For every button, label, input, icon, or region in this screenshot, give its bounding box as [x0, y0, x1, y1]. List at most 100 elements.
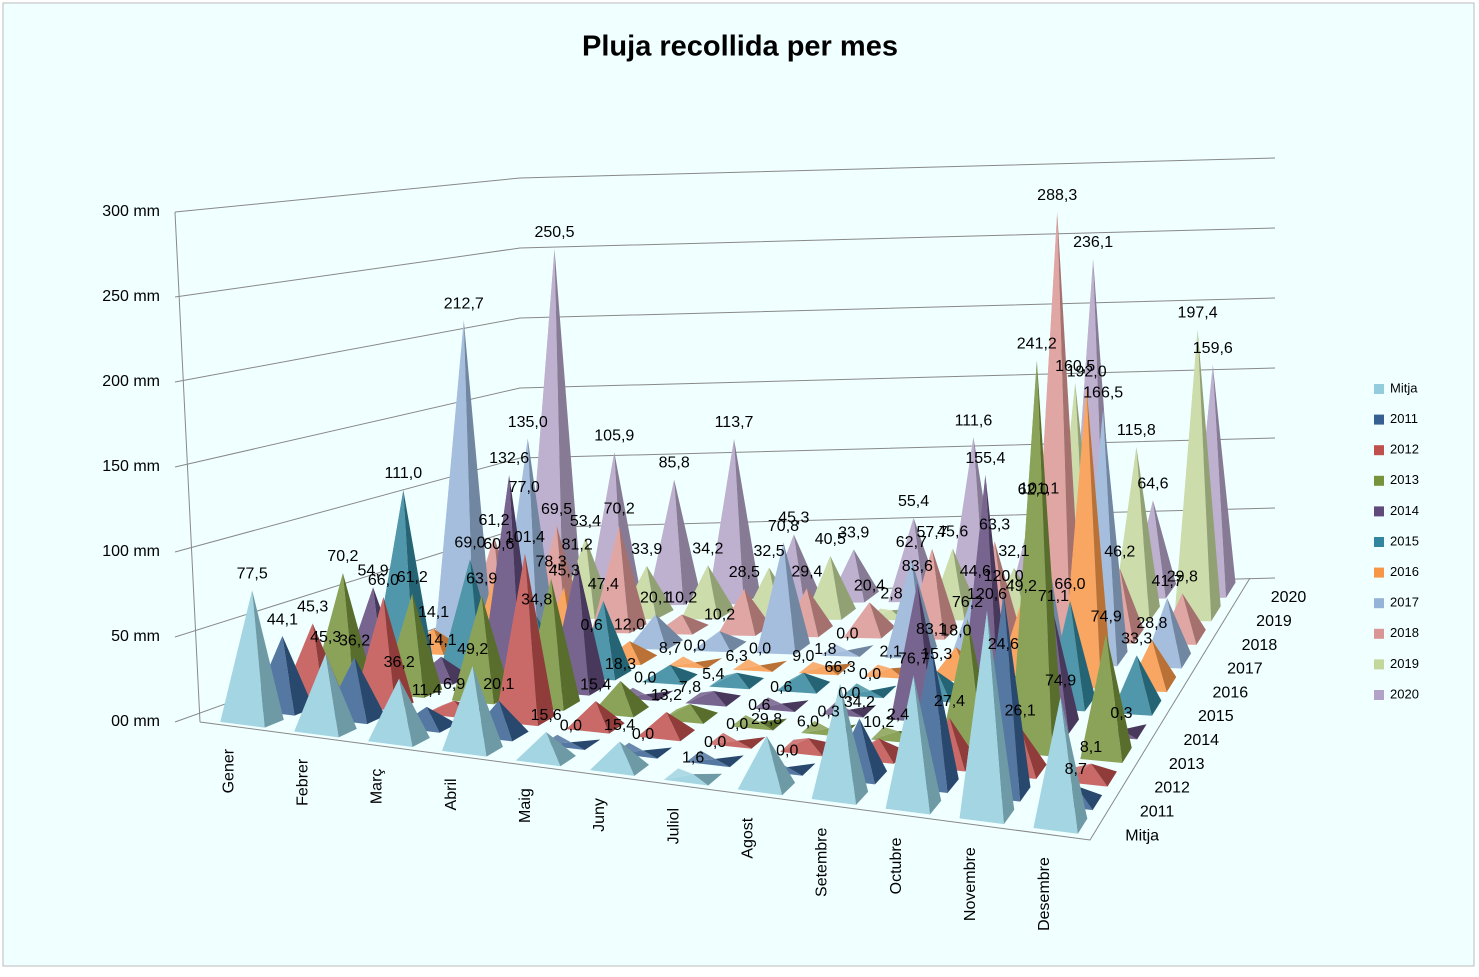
- pyramid-face: [1020, 727, 1047, 780]
- pyramid-face: [753, 697, 782, 709]
- pyramid-face: [1033, 697, 1078, 834]
- value-label: 33,3: [1121, 631, 1152, 648]
- pyramid-face: [645, 690, 674, 702]
- value-label: 0,0: [704, 734, 726, 751]
- pyramid-face: [806, 588, 834, 638]
- pyramid-face: [589, 741, 635, 776]
- pyramid-face: [619, 741, 650, 776]
- x-tick-label: Juliol: [665, 808, 682, 844]
- value-label: 135,0: [508, 414, 548, 431]
- pyramid-face: [737, 737, 766, 749]
- pyramid-face: [948, 437, 985, 602]
- value-label: 34,2: [844, 694, 875, 711]
- pyramid-face: [864, 664, 891, 677]
- pyramid-face: [647, 479, 684, 606]
- value-label: 29,4: [791, 563, 822, 580]
- legend-label: 2013: [1390, 472, 1419, 487]
- pyramid-face: [619, 525, 647, 634]
- pyramid: [1033, 697, 1088, 834]
- legend-label: 2014: [1390, 503, 1419, 518]
- y-tick-label: 300 mm: [102, 203, 160, 220]
- value-label: 10,2: [863, 714, 894, 731]
- pyramid: [1111, 655, 1162, 716]
- pyramid-face: [847, 645, 874, 657]
- pyramid-face: [252, 590, 284, 728]
- value-label: 33,9: [838, 525, 869, 542]
- value-label: 45,6: [937, 524, 968, 541]
- value-label: 15,6: [531, 707, 562, 724]
- value-label: 13,2: [651, 687, 682, 704]
- pyramid: [843, 683, 897, 699]
- legend-swatch: [1374, 567, 1384, 578]
- pyramid-face: [931, 645, 959, 793]
- value-label: 160,5: [1055, 358, 1095, 375]
- pyramid-face: [551, 578, 581, 711]
- pyramid-face: [498, 700, 529, 742]
- pyramid-face: [663, 768, 694, 780]
- value-label: 2,8: [880, 585, 902, 602]
- value-label: 49,2: [457, 641, 488, 658]
- pyramid-face: [830, 556, 857, 620]
- pyramid: [589, 741, 650, 776]
- pyramid-face: [1151, 639, 1177, 693]
- series-axis-label: 2012: [1154, 780, 1190, 797]
- value-label: 0,0: [749, 641, 771, 658]
- pyramid-face: [1212, 364, 1236, 598]
- pyramid-face: [776, 672, 817, 694]
- value-label: 197,4: [1178, 305, 1218, 322]
- legend-swatch: [1374, 690, 1384, 700]
- value-label: 8,7: [1065, 761, 1087, 778]
- pyramid-face: [843, 690, 884, 699]
- pyramid-face: [670, 664, 698, 685]
- value-label: 24,6: [988, 636, 1019, 653]
- pyramid-face: [707, 565, 735, 620]
- value-label: 0,0: [684, 638, 706, 655]
- value-label: 0,3: [1110, 705, 1132, 722]
- pyramid-face: [1136, 655, 1162, 716]
- pyramid: [959, 610, 1015, 825]
- legend-label: 2011: [1390, 411, 1418, 426]
- pyramid: [753, 697, 809, 713]
- value-label: 62,0: [1018, 481, 1049, 498]
- pyramid-face: [620, 680, 650, 718]
- value-label: 111,0: [384, 465, 422, 482]
- pyramid: [442, 665, 503, 757]
- value-label: 78,3: [535, 554, 566, 571]
- pyramid-face: [294, 653, 339, 738]
- pyramid-face: [798, 665, 839, 676]
- pyramid-face: [591, 525, 630, 634]
- value-label: 5,4: [702, 666, 724, 683]
- x-tick-label: Octubre: [888, 837, 905, 894]
- value-label: 85,8: [659, 455, 690, 472]
- value-label: 74,9: [1091, 609, 1122, 626]
- pyramid-face: [793, 534, 820, 604]
- pyramid-face: [1010, 360, 1053, 757]
- legend-label: 2020: [1390, 686, 1419, 701]
- pyramid-face: [732, 659, 761, 670]
- pyramid-face: [463, 320, 493, 643]
- pyramid-face: [566, 701, 610, 734]
- legend-swatch: [1374, 537, 1384, 547]
- pyramid-face: [940, 618, 983, 750]
- value-label: 236,1: [1073, 234, 1113, 251]
- grid-line: [174, 157, 1276, 213]
- pyramid-face: [787, 763, 816, 776]
- x-tick-label: Abril: [443, 778, 460, 810]
- value-label: 44,1: [267, 611, 298, 628]
- value-label: 113,7: [715, 414, 754, 431]
- value-label: 8,1: [1080, 739, 1102, 756]
- pyramid-face: [368, 678, 413, 747]
- pyramid-face: [399, 678, 430, 747]
- pyramid: [647, 479, 701, 606]
- pyramid-face: [629, 641, 658, 666]
- value-label: 36,2: [339, 633, 370, 650]
- value-label: 12,0: [614, 616, 645, 633]
- value-label: 70,8: [768, 518, 799, 535]
- pyramid: [516, 731, 576, 767]
- legend-swatch: [1374, 384, 1384, 394]
- pyramid-face: [736, 672, 765, 690]
- value-label: 115,8: [1117, 422, 1156, 439]
- value-label: 46,2: [1104, 544, 1135, 561]
- pyramid: [434, 320, 493, 643]
